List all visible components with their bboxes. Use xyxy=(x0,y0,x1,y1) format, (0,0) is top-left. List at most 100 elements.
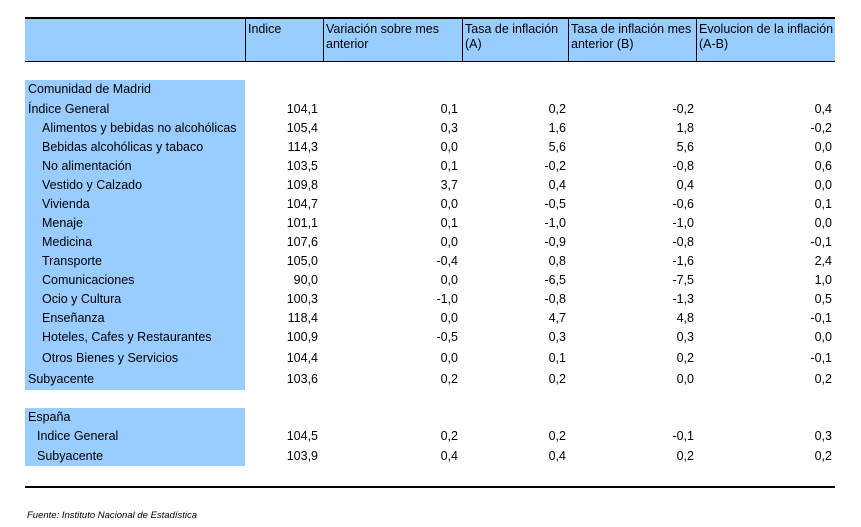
table-row: Indice General 104,5 0,2 0,2 -0,1 0,3 xyxy=(0,427,861,446)
cell-tasa-a: -0,5 xyxy=(544,197,566,211)
cell-tasa-a: 0,2 xyxy=(548,372,566,386)
table-row: Transporte 105,0 -0,4 0,8 -1,6 2,4 xyxy=(0,252,861,271)
cell-variacion: 0,1 xyxy=(440,216,458,230)
header-evolucion: Evolucion de la inflación (A-B) xyxy=(696,19,835,61)
table-row: Vivienda 104,7 0,0 -0,5 -0,6 0,1 xyxy=(0,195,861,214)
cell-indice: 90,0 xyxy=(293,273,318,287)
cell-variacion: 0,1 xyxy=(440,159,458,173)
cell-tasa-b: -1,3 xyxy=(672,292,694,306)
cell-tasa-b: -1,0 xyxy=(672,216,694,230)
cell-indice: 114,3 xyxy=(287,140,318,154)
cell-tasa-a: 0,8 xyxy=(548,254,566,268)
cell-evolucion: 0,4 xyxy=(814,102,832,116)
cell-evolucion: 0,1 xyxy=(814,197,832,211)
row-label: Bebidas alcohólicas y tabaco xyxy=(42,140,204,154)
cell-tasa-a: -0,8 xyxy=(544,292,566,306)
cell-evolucion: 0,2 xyxy=(814,449,832,463)
cell-tasa-b: 0,2 xyxy=(676,449,694,463)
cell-variacion: 0,2 xyxy=(440,372,458,386)
cell-tasa-a: -0,9 xyxy=(544,235,566,249)
cell-variacion: 3,7 xyxy=(440,178,458,192)
table-row: Medicina 107,6 0,0 -0,9 -0,8 -0,1 xyxy=(0,233,861,252)
row-label: Otros Bienes y Servicios xyxy=(42,351,179,365)
table-row: Vestido y Calzado 109,8 3,7 0,4 0,4 0,0 xyxy=(0,176,861,195)
cell-indice: 103,5 xyxy=(286,159,318,173)
cell-tasa-b: 5,6 xyxy=(676,140,694,154)
row-label: Menaje xyxy=(42,216,83,230)
cell-variacion: 0,0 xyxy=(440,235,458,249)
row-label: Hoteles, Cafes y Restaurantes xyxy=(42,330,212,344)
cell-tasa-a: 5,6 xyxy=(548,140,566,154)
cell-evolucion: 0,0 xyxy=(814,178,832,192)
table-row: Subyacente 103,9 0,4 0,4 0,2 0,2 xyxy=(0,447,861,466)
cell-evolucion: 0,2 xyxy=(814,372,832,386)
cell-tasa-b: -0,2 xyxy=(672,102,694,116)
cell-evolucion: 0,0 xyxy=(814,216,832,230)
cell-tasa-b: -7,5 xyxy=(672,273,694,287)
cell-tasa-a: -0,2 xyxy=(544,159,566,173)
row-label: Transporte xyxy=(42,254,102,268)
cell-tasa-b: -0,8 xyxy=(672,235,694,249)
cell-tasa-b: 1,8 xyxy=(676,121,694,135)
table-row: Menaje 101,1 0,1 -1,0 -1,0 0,0 xyxy=(0,214,861,233)
row-label: Subyacente xyxy=(37,449,104,463)
cell-indice: 100,9 xyxy=(286,330,318,344)
header-tasa-a: Tasa de inflación (A) xyxy=(462,19,568,61)
table-bottom-rule xyxy=(25,486,835,488)
cell-evolucion: 1,0 xyxy=(814,273,832,287)
header-bottom-rule xyxy=(25,61,835,62)
madrid-label-band xyxy=(25,80,245,390)
cell-tasa-a: 4,7 xyxy=(548,311,566,325)
row-label: No alimentación xyxy=(42,159,132,173)
cell-variacion: 0,0 xyxy=(440,351,458,365)
cell-evolucion: -0,1 xyxy=(810,235,832,249)
table-top-rule xyxy=(25,17,835,19)
cell-evolucion: -0,1 xyxy=(810,311,832,325)
row-label: Comunidad de Madrid xyxy=(28,82,151,96)
header-variacion: Variación sobre mes anterior xyxy=(323,19,462,61)
cell-indice: 101,1 xyxy=(286,216,318,230)
cell-indice: 104,5 xyxy=(286,429,318,443)
cell-tasa-a: 0,1 xyxy=(548,351,566,365)
cell-tasa-b: -1,6 xyxy=(672,254,694,268)
cell-evolucion: 0,0 xyxy=(814,330,832,344)
cell-variacion: -0,4 xyxy=(436,254,458,268)
cell-indice: 118,4 xyxy=(287,311,318,325)
header-tasa-b: Tasa de inflación mes anterior (B) xyxy=(568,19,696,61)
row-label: España xyxy=(28,410,71,424)
cell-evolucion: 0,6 xyxy=(814,159,832,173)
cell-variacion: 0,0 xyxy=(440,140,458,154)
row-label: Ocio y Cultura xyxy=(42,292,122,306)
row-label: Vivienda xyxy=(42,197,90,211)
cell-tasa-b: -0,6 xyxy=(672,197,694,211)
cell-variacion: -1,0 xyxy=(436,292,458,306)
cell-indice: 105,0 xyxy=(286,254,318,268)
cell-variacion: 0,4 xyxy=(440,449,458,463)
row-label: Indice General xyxy=(37,429,119,443)
cell-variacion: 0,2 xyxy=(440,429,458,443)
row-label: Subyacente xyxy=(28,372,95,386)
table-row: Índice General 104,1 0,1 0,2 -0,2 0,4 xyxy=(0,100,861,119)
cell-tasa-a: 0,4 xyxy=(548,449,566,463)
cell-tasa-a: 0,2 xyxy=(548,102,566,116)
source-note: Fuente: Instituto Nacional de Estadístic… xyxy=(27,510,198,521)
cell-indice: 107,6 xyxy=(286,235,318,249)
header-label-blank xyxy=(25,19,245,61)
cell-tasa-b: 0,3 xyxy=(676,330,694,344)
cell-variacion: -0,5 xyxy=(436,330,458,344)
table-row: Hoteles, Cafes y Restaurantes 100,9 -0,5… xyxy=(0,328,861,347)
cell-tasa-b: -0,1 xyxy=(672,429,694,443)
table-row: España xyxy=(0,408,861,427)
cell-evolucion: 0,0 xyxy=(814,140,832,154)
row-label: Comunicaciones xyxy=(42,273,135,287)
cell-variacion: 0,1 xyxy=(440,102,458,116)
cell-indice: 103,6 xyxy=(286,372,318,386)
cell-tasa-a: 1,6 xyxy=(548,121,566,135)
table-row: Subyacente 103,6 0,2 0,2 0,0 0,2 xyxy=(0,370,861,389)
row-label: Medicina xyxy=(42,235,93,249)
cell-variacion: 0,0 xyxy=(440,311,458,325)
cell-tasa-a: 0,2 xyxy=(548,429,566,443)
cell-tasa-b: 4,8 xyxy=(676,311,694,325)
cell-tasa-a: -6,5 xyxy=(544,273,566,287)
